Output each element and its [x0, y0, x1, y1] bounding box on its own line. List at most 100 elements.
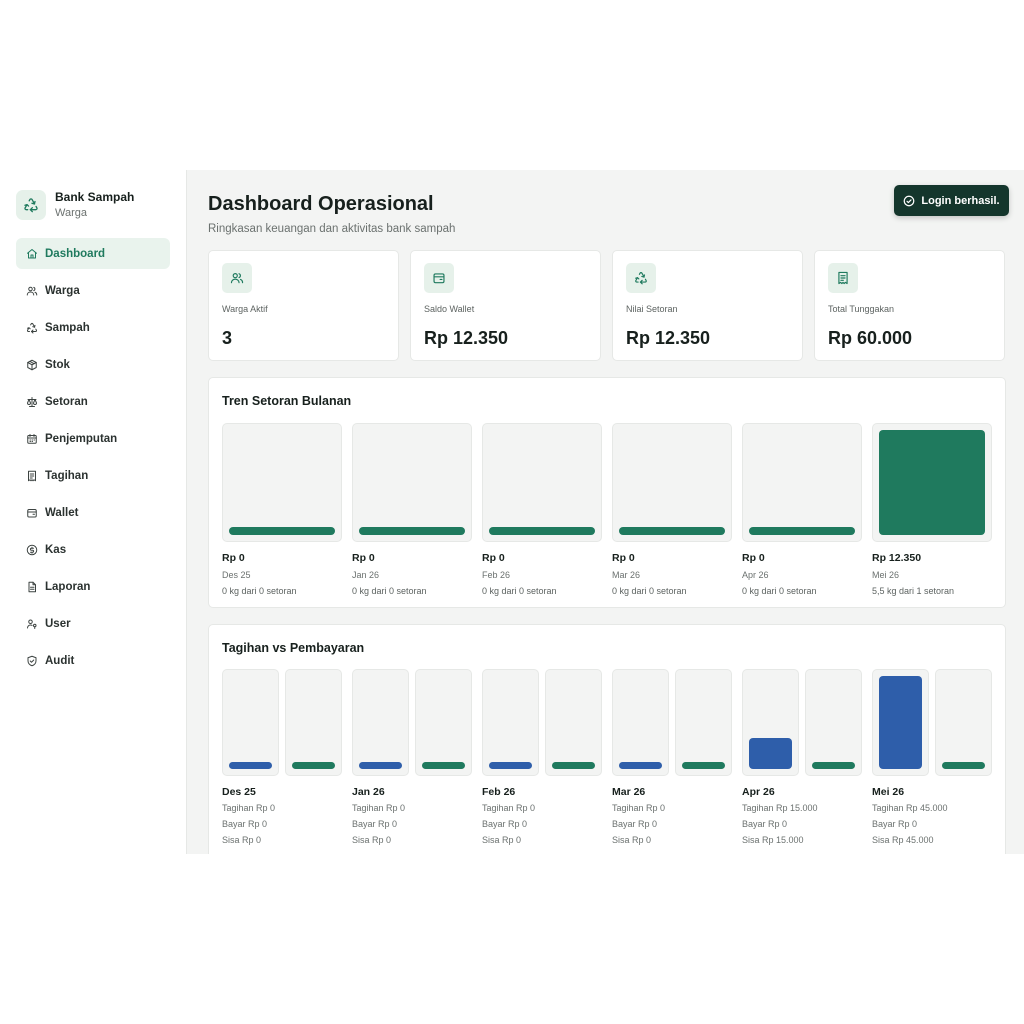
- recycle-icon: [626, 263, 656, 293]
- trend-bar-track: [742, 423, 862, 542]
- billing-month-label: Apr 26: [742, 786, 775, 798]
- billing-column: Mar 26 Tagihan Rp 0 Bayar Rp 0 Sisa Rp 0: [612, 669, 732, 846]
- scale-icon: [26, 396, 38, 408]
- toast-notification[interactable]: Login berhasil.: [894, 185, 1009, 216]
- stat-card: Warga Aktif 3: [208, 250, 399, 361]
- bayar-bar: [812, 762, 855, 769]
- trend-value-label: Rp 0: [482, 552, 505, 564]
- sidebar-item-penjemputan[interactable]: Penjemputan: [16, 423, 170, 454]
- sidebar-item-sampah[interactable]: Sampah: [16, 312, 170, 343]
- trend-bar-track: [872, 423, 992, 542]
- trend-bar: [359, 527, 465, 535]
- sisa-label: Sisa Rp 45.000: [872, 835, 934, 845]
- bayar-bar-track: [935, 669, 992, 776]
- bayar-bar-track: [675, 669, 732, 776]
- trend-bar-track: [612, 423, 732, 542]
- trend-month-label: Jan 26: [352, 570, 380, 580]
- tagihan-bar: [749, 738, 792, 769]
- trend-value-label: Rp 0: [352, 552, 375, 564]
- sidebar-item-label: Penjemputan: [45, 432, 118, 445]
- sisa-label: Sisa Rp 0: [352, 835, 392, 845]
- bayar-label: Bayar Rp 0: [222, 819, 268, 829]
- users-icon: [222, 263, 252, 293]
- bayar-label: Bayar Rp 0: [612, 819, 658, 829]
- sidebar-nav: Dashboard Warga Sampah Stok Setoran Penjemput…: [0, 238, 186, 676]
- sidebar-item-label: Sampah: [45, 321, 90, 334]
- sisa-label: Sisa Rp 0: [482, 835, 522, 845]
- user-key-icon: [26, 618, 38, 630]
- sidebar-item-tagihan[interactable]: Tagihan: [16, 460, 170, 491]
- bayar-bar-track: [545, 669, 602, 776]
- sidebar-item-audit[interactable]: Audit: [16, 645, 170, 676]
- sidebar-item-label: Audit: [45, 654, 75, 667]
- billing-bar-pair: [872, 669, 992, 776]
- coin-icon: [26, 544, 38, 556]
- stat-value: 3: [222, 328, 233, 348]
- trend-month-label: Apr 26: [742, 570, 769, 580]
- tagihan-bar-track: [352, 669, 409, 776]
- trend-column: Rp 0 Mar 26 0 kg dari 0 setoran: [612, 423, 732, 597]
- trend-value-label: Rp 0: [742, 552, 765, 564]
- trend-month-label: Mei 26: [872, 570, 900, 580]
- sidebar-item-laporan[interactable]: Laporan: [16, 571, 170, 602]
- calendar-icon: [26, 433, 38, 445]
- sidebar-item-label: Kas: [45, 543, 67, 556]
- bayar-bar-track: [415, 669, 472, 776]
- check-circle-icon: [903, 195, 915, 207]
- brand-name: Bank Sampah: [55, 190, 135, 204]
- users-icon: [26, 285, 38, 297]
- trend-column: Rp 0 Jan 26 0 kg dari 0 setoran: [352, 423, 472, 597]
- billing-month-label: Jan 26: [352, 786, 385, 798]
- trend-column: Rp 0 Des 25 0 kg dari 0 setoran: [222, 423, 342, 597]
- bayar-label: Bayar Rp 0: [482, 819, 528, 829]
- tagihan-bar: [359, 762, 402, 769]
- bayar-bar: [552, 762, 595, 769]
- billing-panel: Tagihan vs Pembayaran Des 25 Tagihan Rp 0…: [208, 624, 1006, 854]
- trend-detail-label: 5,5 kg dari 1 setoran: [872, 586, 955, 596]
- trend-detail-label: 0 kg dari 0 setoran: [742, 586, 817, 596]
- wallet-icon: [26, 507, 38, 519]
- billing-column: Des 25 Tagihan Rp 0 Bayar Rp 0 Sisa Rp 0: [222, 669, 342, 846]
- trend-month-label: Des 25: [222, 570, 251, 580]
- sidebar-item-kas[interactable]: Kas: [16, 534, 170, 565]
- tagihan-bar-track: [872, 669, 929, 776]
- trend-value-label: Rp 0: [222, 552, 245, 564]
- sidebar-item-label: User: [45, 617, 71, 630]
- stat-value: Rp 12.350: [424, 328, 509, 348]
- tagihan-bar: [619, 762, 662, 769]
- bayar-label: Bayar Rp 0: [352, 819, 398, 829]
- toast-message: Login berhasil.: [921, 194, 1000, 207]
- billing-bar-pair: [222, 669, 342, 776]
- sidebar-item-wallet[interactable]: Wallet: [16, 497, 170, 528]
- sidebar-item-label: Laporan: [45, 580, 91, 593]
- sidebar-item-setoran[interactable]: Setoran: [16, 386, 170, 417]
- bayar-bar: [682, 762, 725, 769]
- sidebar-item-label: Tagihan: [45, 469, 89, 482]
- recycle-icon: [26, 322, 38, 334]
- trend-month-label: Mar 26: [612, 570, 641, 580]
- sidebar-item-stok[interactable]: Stok: [16, 349, 170, 380]
- stat-card: Total Tunggakan Rp 60.000: [814, 250, 1005, 361]
- tagihan-bar-track: [222, 669, 279, 776]
- sidebar-item-warga[interactable]: Warga: [16, 275, 170, 306]
- sidebar-item-user[interactable]: User: [16, 608, 170, 639]
- trend-column: Rp 0 Apr 26 0 kg dari 0 setoran: [742, 423, 862, 597]
- stat-value: Rp 12.350: [626, 328, 711, 348]
- wallet-icon: [424, 263, 454, 293]
- trend-detail-label: 0 kg dari 0 setoran: [482, 586, 557, 596]
- trend-bar-track: [352, 423, 472, 542]
- brand-role: Warga: [55, 207, 87, 219]
- trend-bar-track: [222, 423, 342, 542]
- tagihan-label: Tagihan Rp 15.000: [742, 803, 818, 813]
- trend-panel: Tren Setoran Bulanan Rp 0 Des 25 0 kg dari…: [208, 377, 1006, 608]
- billing-column: Mei 26 Tagihan Rp 45.000 Bayar Rp 0 Sisa Rp…: [872, 669, 992, 846]
- trend-bar: [749, 527, 855, 535]
- billing-bar-pair: [612, 669, 732, 776]
- billing-month-label: Des 25: [222, 786, 256, 798]
- sidebar-item-label: Stok: [45, 358, 70, 371]
- sidebar-item-dashboard[interactable]: Dashboard: [16, 238, 170, 269]
- trend-detail-label: 0 kg dari 0 setoran: [352, 586, 427, 596]
- stat-value: Rp 60.000: [828, 328, 913, 348]
- tagihan-label: Tagihan Rp 0: [482, 803, 536, 813]
- trend-value-label: Rp 0: [612, 552, 635, 564]
